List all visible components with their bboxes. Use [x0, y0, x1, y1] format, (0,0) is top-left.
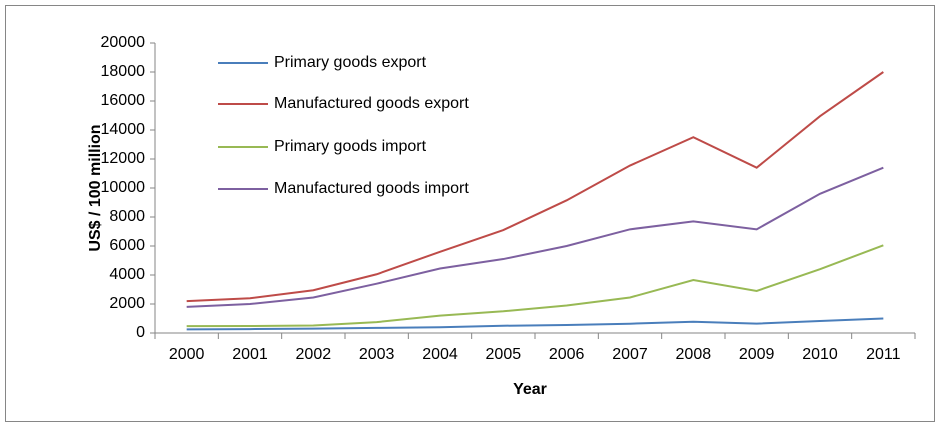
series-line: [186, 244, 884, 328]
y-tick-label: 10000: [101, 179, 146, 196]
x-tick-label: 2005: [486, 346, 522, 363]
y-tick-label: 12000: [101, 150, 146, 167]
y-tick-label: 4000: [109, 266, 145, 283]
legend-label: Manufactured goods import: [274, 180, 469, 197]
x-tick-label: 2010: [802, 346, 838, 363]
x-axis-label: Year: [513, 381, 547, 398]
y-axis-label: US$ / 100 million: [87, 124, 104, 251]
y-tick-label: 8000: [109, 208, 145, 225]
series-line: [186, 317, 884, 331]
x-tick-label: 2007: [612, 346, 648, 363]
legend-label: Manufactured goods export: [274, 95, 469, 112]
series-line: [186, 166, 884, 308]
x-tick-label: 2002: [296, 346, 332, 363]
y-tick-label: 2000: [109, 295, 145, 312]
legend-label: Primary goods import: [274, 138, 427, 155]
x-tick-label: 2003: [359, 346, 395, 363]
x-tick-label: 2004: [422, 346, 458, 363]
y-tick-label: 20000: [101, 34, 146, 51]
x-tick-label: 2006: [549, 346, 585, 363]
y-tick-label: 6000: [109, 237, 145, 254]
y-tick-label: 14000: [101, 121, 146, 138]
x-tick-label: 2008: [676, 346, 712, 363]
x-tick-label: 2009: [739, 346, 775, 363]
series-line: [186, 71, 884, 303]
chart-frame: [5, 5, 935, 422]
y-tick-label: 18000: [101, 63, 146, 80]
x-tick-label: 2000: [169, 346, 205, 363]
x-tick-label: 2011: [866, 346, 901, 363]
legend-label: Primary goods export: [274, 54, 427, 71]
y-tick-label: 16000: [101, 92, 146, 109]
y-tick-label: 0: [136, 324, 145, 341]
x-tick-label: 2001: [232, 346, 268, 363]
